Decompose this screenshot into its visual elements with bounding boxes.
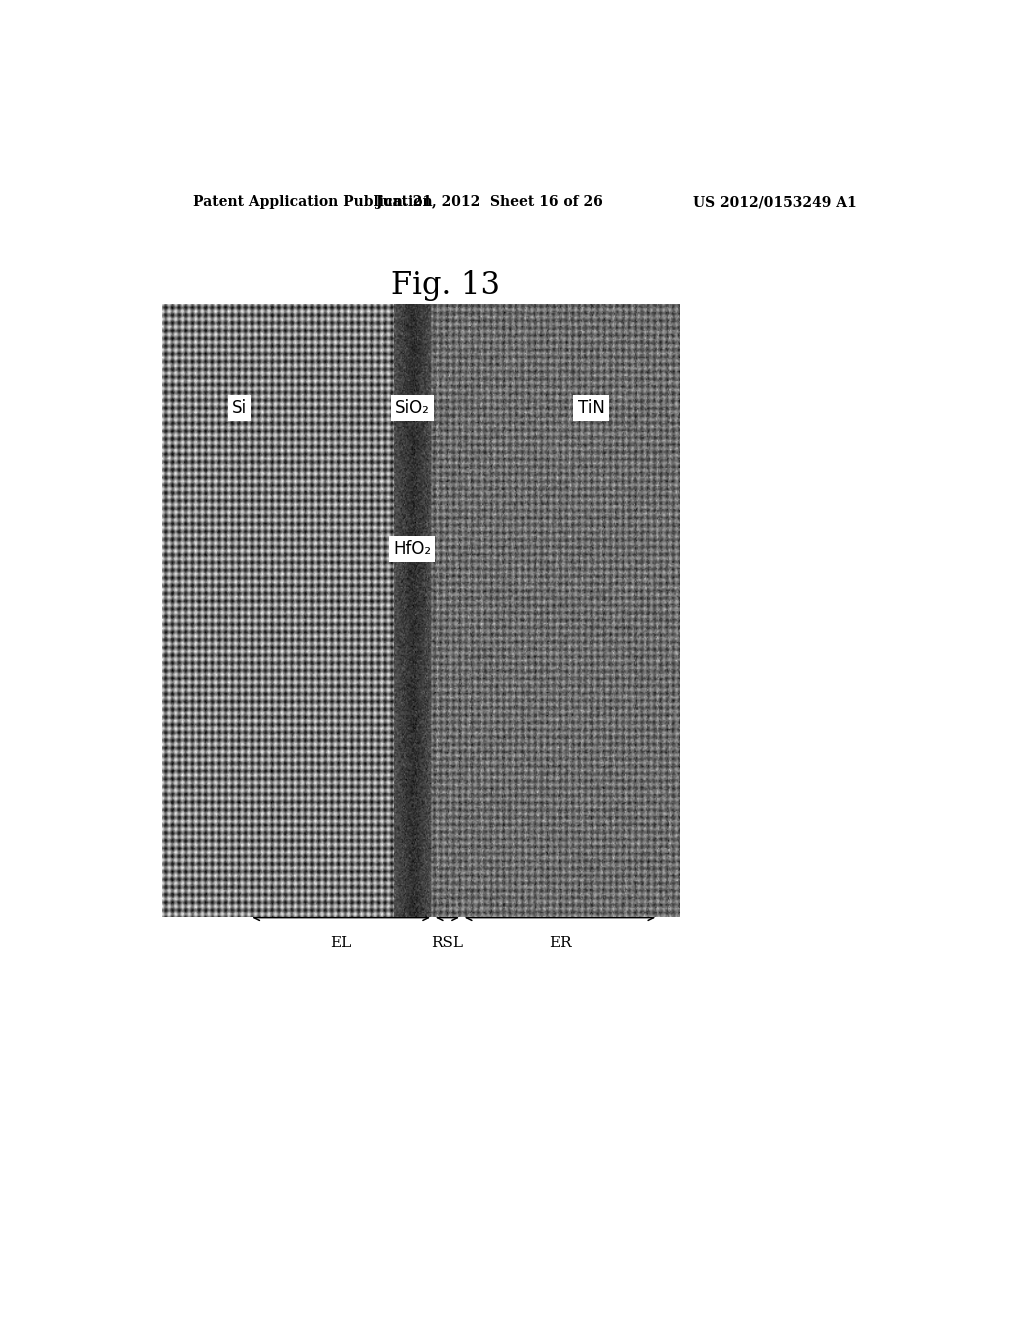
Text: US 2012/0153249 A1: US 2012/0153249 A1 [693,195,856,209]
Text: TiN: TiN [578,399,604,417]
Text: 0 V: 0 V [420,886,445,900]
Text: 3-5 nm: 3-5 nm [423,368,472,383]
Text: EL: EL [331,936,352,950]
Text: 5 V: 5 V [450,886,474,900]
Text: Patent Application Publication: Patent Application Publication [194,195,433,209]
Text: HfO₂: HfO₂ [393,540,431,558]
Text: Jun. 21, 2012  Sheet 16 of 26: Jun. 21, 2012 Sheet 16 of 26 [376,195,602,209]
Text: Si: Si [231,399,247,417]
Text: ER: ER [549,936,571,950]
Text: Fig. 13: Fig. 13 [391,271,500,301]
Text: RSL: RSL [431,936,464,950]
Text: SiO₂: SiO₂ [394,399,429,417]
